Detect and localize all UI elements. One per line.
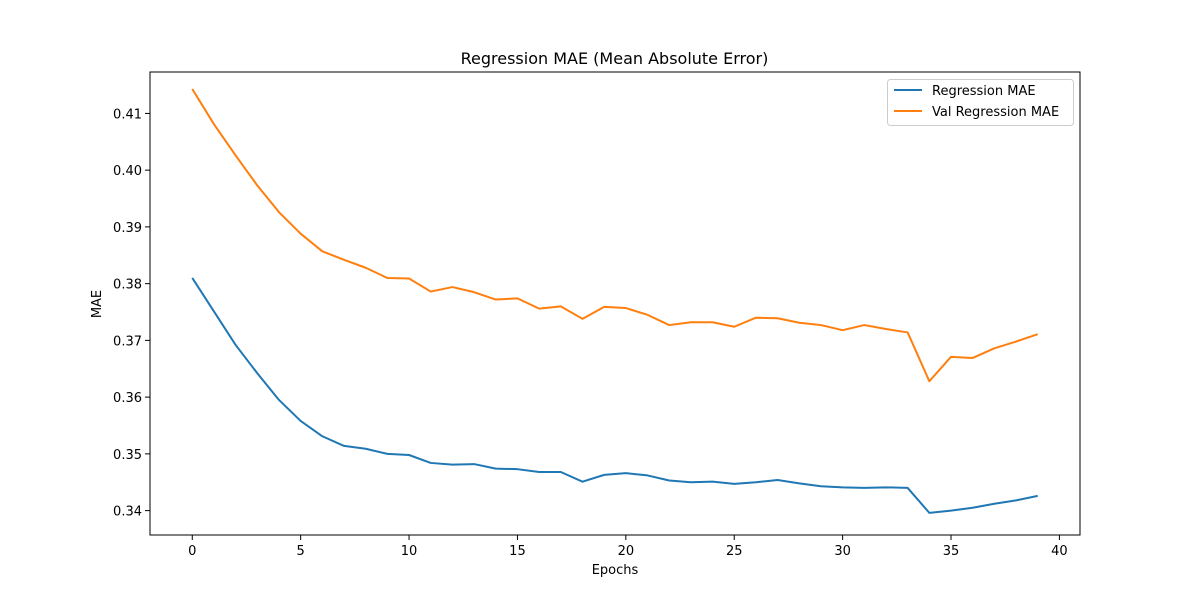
y-tick-label: 0.41: [113, 107, 142, 122]
series-line-regression-mae: [191, 277, 1038, 514]
x-tick-label: 20: [618, 544, 635, 559]
x-axis: 0 5 10 15 20 25 30 35 40: [188, 535, 1068, 559]
y-axis: 0.34 0.35 0.36 0.37 0.38 0.39 0.40 0.41: [113, 107, 150, 520]
x-tick-label: 30: [834, 544, 851, 559]
series-lines: [191, 88, 1039, 514]
y-tick-label: 0.37: [113, 334, 142, 349]
x-tick-label: 40: [1051, 544, 1068, 559]
legend: Regression MAE Val Regression MAE: [887, 79, 1074, 126]
x-tick-label: 10: [401, 544, 418, 559]
y-axis-label: MAE: [90, 290, 105, 318]
legend-frame: [887, 79, 1074, 126]
x-axis-label: Epochs: [592, 563, 639, 578]
x-tick-label: 5: [297, 544, 305, 559]
legend-label-regression-mae: Regression MAE: [932, 84, 1036, 99]
plot-frame: [149, 71, 1081, 536]
legend-label-val-regression-mae: Val Regression MAE: [932, 105, 1059, 120]
x-tick-label: 25: [726, 544, 743, 559]
y-tick-label: 0.39: [113, 221, 142, 236]
y-tick-label: 0.34: [113, 505, 142, 520]
y-tick-label: 0.40: [113, 164, 142, 179]
x-tick-label: 35: [943, 544, 960, 559]
x-tick-label: 15: [509, 544, 526, 559]
y-tick-label: 0.38: [113, 278, 142, 293]
plot-area: 0 5 10 15 20 25 30 35 40 0.340.350.360.370.380.3…: [113, 71, 1081, 559]
chart-title: Regression MAE (Mean Absolute Error): [461, 49, 769, 68]
x-tick-label: 0: [188, 544, 196, 559]
series-line-val-regression-mae: [191, 88, 1039, 383]
y-tick-label: 0.35: [113, 448, 142, 463]
y-tick-label: 0.36: [113, 391, 142, 406]
